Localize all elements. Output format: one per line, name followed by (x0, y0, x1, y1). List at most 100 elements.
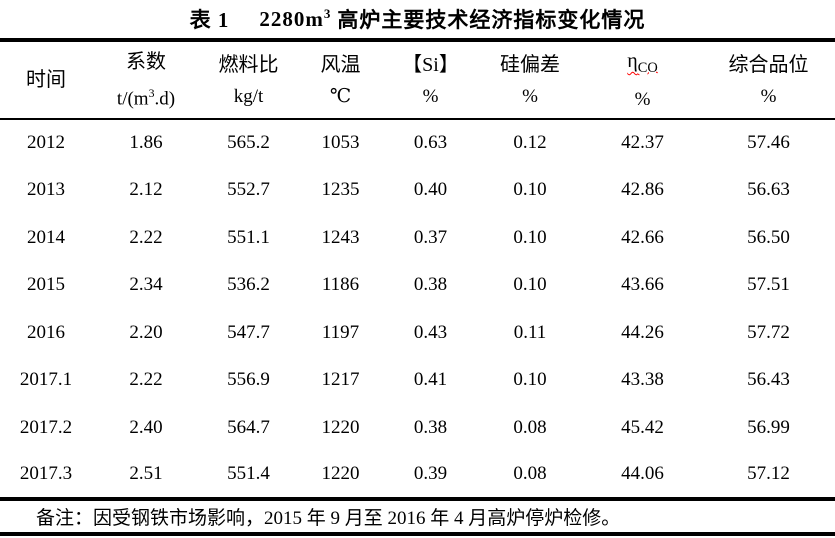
cell-si-deviation: 0.10 (513, 226, 547, 248)
table-row: 2015 2.34 536.2 1186 0.38 0.10 43.66 57.… (0, 262, 835, 310)
header-label: 【Si】 (402, 53, 459, 76)
footnote-text: 备注：因受钢铁市场影响，2015 年 9 月至 2016 年 4 月高炉停炉检修… (36, 508, 621, 529)
cell-eta-co: 42.86 (621, 179, 664, 201)
cell-si-deviation: 0.10 (513, 179, 547, 201)
cell-si: 0.63 (413, 132, 448, 154)
col-header-blast-temp: 风温 ℃ (297, 42, 384, 120)
cell-eta-co: 42.66 (621, 226, 664, 248)
eta-co-symbol: ηCO (627, 50, 658, 76)
cell-blast-temp: 1243 (321, 226, 360, 248)
cell-eta-co: 44.06 (621, 463, 664, 485)
cell-eta-co: 43.66 (621, 274, 664, 296)
table-row: 2013 2.12 552.7 1235 0.40 0.10 42.86 56.… (0, 167, 835, 215)
cell-grade: 57.72 (747, 321, 790, 343)
cell-coefficient: 2.34 (129, 274, 163, 296)
header-row: 时间 系数 t/(m3.d) 燃料比 kg/t 风温 ℃ 【Si】 % (0, 42, 835, 120)
cell-si: 0.38 (413, 274, 448, 296)
cell-time: 2013 (27, 179, 65, 201)
table-row: 2017.2 2.40 564.7 1220 0.38 0.08 45.42 5… (0, 404, 835, 452)
table-number: 表 1 (189, 8, 230, 32)
cell-grade: 56.63 (747, 179, 790, 201)
col-header-coefficient: 系数 t/(m3.d) (92, 42, 200, 120)
col-header-time: 时间 (0, 42, 92, 120)
cell-si-deviation: 0.11 (513, 321, 547, 343)
header-label: ηCO (583, 45, 702, 85)
cell-blast-temp: 1220 (321, 416, 360, 438)
cell-fuel-ratio: 552.7 (227, 179, 270, 201)
cell-coefficient: 2.12 (129, 179, 163, 201)
cell-eta-co: 43.38 (621, 369, 664, 391)
cell-fuel-ratio: 564.7 (227, 416, 270, 438)
cell-si-deviation: 0.08 (513, 463, 547, 485)
col-header-si-deviation: 硅偏差 % (477, 42, 583, 120)
table-row: 2014 2.22 551.1 1243 0.37 0.10 42.66 56.… (0, 214, 835, 262)
header-label: 系数 (126, 50, 166, 73)
cell-blast-temp: 1235 (321, 179, 360, 201)
header-unit: % (760, 85, 777, 107)
col-header-fuel-ratio: 燃料比 kg/t (200, 42, 297, 120)
cell-fuel-ratio: 565.2 (227, 132, 270, 154)
cell-grade: 56.99 (747, 416, 790, 438)
table-row: 2016 2.20 547.7 1197 0.43 0.11 44.26 57.… (0, 309, 835, 357)
cell-grade: 57.51 (747, 274, 790, 296)
table-row: 2017.1 2.22 556.9 1217 0.41 0.10 43.38 5… (0, 357, 835, 405)
cell-si: 0.38 (413, 416, 448, 438)
cell-grade: 57.12 (747, 463, 790, 485)
cell-blast-temp: 1197 (321, 321, 360, 343)
header-label: 风温 (320, 53, 361, 76)
indicators-table: 时间 系数 t/(m3.d) 燃料比 kg/t 风温 ℃ 【Si】 % (0, 42, 835, 501)
table-row: 2017.3 2.51 551.4 1220 0.39 0.08 44.06 5… (0, 452, 835, 500)
cell-blast-temp: 1217 (321, 369, 360, 391)
table-header: 时间 系数 t/(m3.d) 燃料比 kg/t 风温 ℃ 【Si】 % (0, 42, 835, 120)
cell-coefficient: 2.22 (129, 226, 163, 248)
table-row: 2012 1.86 565.2 1053 0.63 0.12 42.37 57.… (0, 119, 835, 167)
cell-coefficient: 2.51 (129, 463, 163, 485)
cell-fuel-ratio: 556.9 (227, 369, 270, 391)
cell-fuel-ratio: 547.7 (227, 321, 270, 343)
cell-coefficient: 2.40 (129, 416, 163, 438)
header-unit: % (422, 85, 439, 107)
cell-si-deviation: 0.10 (513, 369, 547, 391)
cell-fuel-ratio: 536.2 (227, 274, 270, 296)
cell-eta-co: 45.42 (621, 416, 664, 438)
cell-si-deviation: 0.10 (513, 274, 547, 296)
cell-blast-temp: 1186 (321, 274, 360, 296)
cell-time: 2015 (27, 274, 65, 296)
table-caption: 表 1 2280m3 高炉主要技术经济指标变化情况 (0, 0, 835, 42)
cell-grade: 56.43 (747, 369, 790, 391)
header-label: 综合品位 (728, 53, 809, 76)
header-label: 燃料比 (218, 53, 279, 76)
cell-si-deviation: 0.08 (513, 416, 547, 438)
cell-fuel-ratio: 551.4 (227, 463, 270, 485)
cell-coefficient: 1.86 (129, 132, 163, 154)
cell-time: 2012 (27, 132, 65, 154)
table-subject-rest: 高炉主要技术经济指标变化情况 (337, 8, 646, 32)
cell-blast-temp: 1053 (321, 132, 360, 154)
cell-grade: 57.46 (747, 132, 790, 154)
cell-grade: 56.50 (747, 226, 790, 248)
col-header-si: 【Si】 % (384, 42, 477, 120)
header-unit: % (522, 85, 538, 107)
table-body: 2012 1.86 565.2 1053 0.63 0.12 42.37 57.… (0, 119, 835, 499)
cell-time: 2014 (27, 226, 65, 248)
cell-coefficient: 2.20 (129, 321, 163, 343)
header-unit: % (634, 89, 651, 110)
cell-fuel-ratio: 551.1 (227, 226, 270, 248)
header-unit: t/(m3.d) (116, 86, 176, 110)
col-header-eta-co: ηCO % (583, 42, 702, 120)
cell-time: 2017.3 (19, 463, 73, 485)
cell-si: 0.43 (413, 321, 448, 343)
header-unit: ℃ (329, 85, 352, 107)
cell-time: 2017.1 (19, 369, 73, 391)
cell-blast-temp: 1220 (321, 463, 360, 485)
cell-si: 0.37 (413, 226, 448, 248)
cell-si: 0.39 (413, 463, 448, 485)
cell-eta-co: 42.37 (621, 132, 664, 154)
col-header-grade: 综合品位 % (702, 42, 835, 120)
cell-si: 0.41 (413, 369, 448, 391)
cell-time: 2016 (27, 321, 65, 343)
cell-time: 2017.2 (19, 416, 73, 438)
cell-eta-co: 44.26 (621, 321, 664, 343)
header-label: 硅偏差 (500, 53, 560, 76)
